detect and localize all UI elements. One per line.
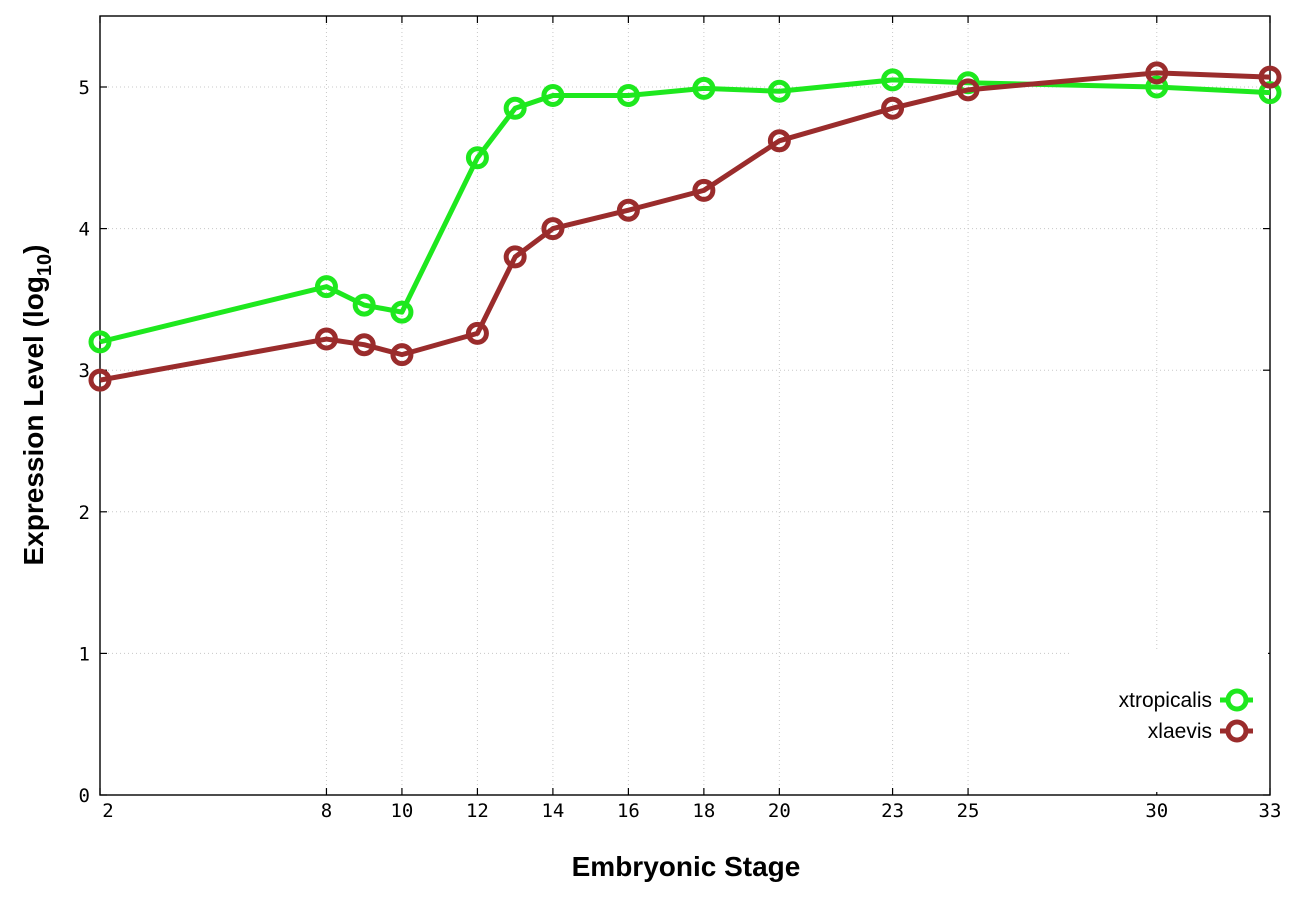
y-tick-label: 5 [79, 77, 90, 99]
x-tick-label: 12 [466, 800, 489, 822]
series-layer [88, 61, 1282, 392]
data-point [352, 293, 376, 317]
series-xtropicalis [88, 68, 1282, 354]
legend-label: xtropicalis [1119, 689, 1212, 712]
x-axis-tick-labels: 2 8 10 12 14 16 18 20 23 25 30 33 [102, 800, 1281, 822]
data-point [314, 327, 338, 351]
data-point [88, 330, 112, 354]
x-tick-label: 25 [957, 800, 980, 822]
data-point [541, 83, 565, 107]
y-axis-title: Expression Level (log10) [18, 245, 56, 566]
data-point [541, 217, 565, 241]
y-axis-title-subscript: 10 [34, 254, 56, 276]
data-point [1258, 65, 1282, 89]
data-point [390, 300, 414, 324]
data-point [692, 76, 716, 100]
data-point [1145, 75, 1169, 99]
data-point [767, 129, 791, 153]
data-point [503, 245, 527, 269]
legend: xtropicalis xlaevis [1072, 652, 1268, 792]
data-point [352, 333, 376, 357]
x-tick-label: 20 [768, 800, 791, 822]
x-axis-title: Embryonic Stage [572, 851, 801, 882]
data-point [767, 79, 791, 103]
y-tick-label: 3 [79, 360, 90, 382]
legend-marker [1225, 719, 1249, 743]
y-tick-label: 1 [79, 643, 90, 665]
data-point [88, 368, 112, 392]
x-tick-label: 33 [1259, 800, 1282, 822]
series-xlaevis [88, 61, 1282, 392]
data-point [314, 275, 338, 299]
legend-item-xtropicalis: xtropicalis [1119, 688, 1253, 712]
grid-lines [100, 16, 1270, 795]
data-point [616, 198, 640, 222]
legend-label: xlaevis [1148, 720, 1212, 743]
data-point [390, 343, 414, 367]
x-tick-label: 16 [617, 800, 640, 822]
data-point [616, 83, 640, 107]
x-tick-label: 30 [1145, 800, 1168, 822]
x-tick-label: 8 [321, 800, 332, 822]
y-axis-title-suffix: ) [18, 245, 49, 254]
x-tick-label: 2 [102, 800, 113, 822]
series-line [99, 77, 1271, 345]
y-tick-label: 0 [79, 785, 90, 807]
data-point [881, 68, 905, 92]
x-tick-label: 10 [390, 800, 413, 822]
y-tick-label: 4 [79, 219, 90, 241]
legend-item-xlaevis: xlaevis [1148, 719, 1253, 743]
y-axis-title-main: Expression Level (log [18, 276, 49, 565]
series-line [99, 70, 1271, 383]
data-point [1145, 61, 1169, 85]
y-axis-tick-labels: 0 1 2 3 4 5 [79, 77, 90, 807]
x-tick-label: 14 [541, 800, 564, 822]
plot-frame [99, 15, 1271, 796]
x-tick-label: 18 [692, 800, 715, 822]
data-point [465, 146, 489, 170]
y-tick-label: 2 [79, 502, 90, 524]
data-point [465, 321, 489, 345]
legend-marker [1225, 688, 1249, 712]
data-point [956, 78, 980, 102]
x-tick-label: 23 [881, 800, 904, 822]
data-point [692, 178, 716, 202]
data-point [881, 96, 905, 120]
data-point [503, 96, 527, 120]
